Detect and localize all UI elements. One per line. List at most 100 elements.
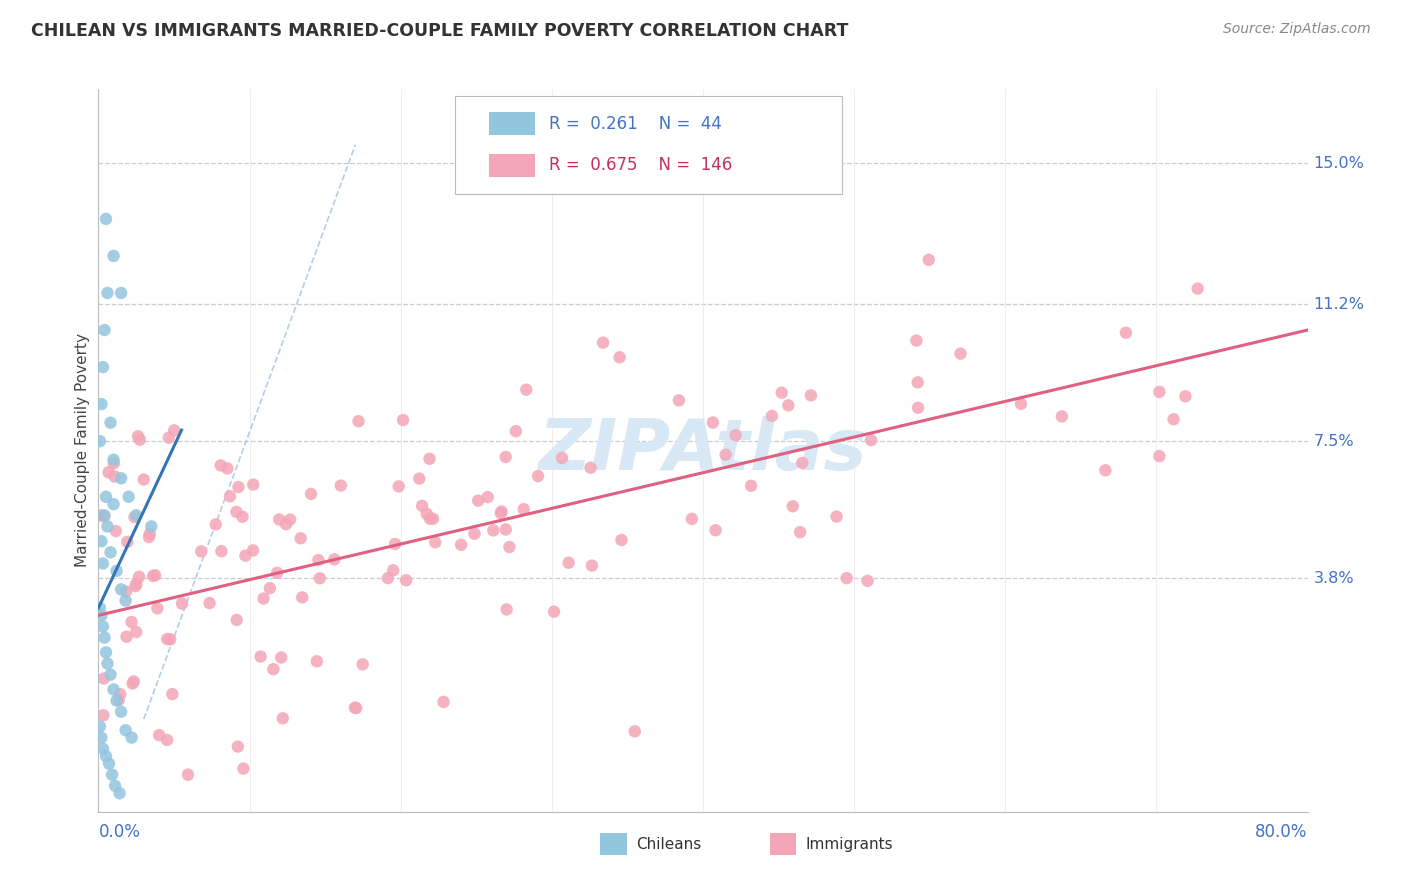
Point bbox=[905, 334, 928, 348]
Point bbox=[395, 574, 418, 588]
Text: Immigrants: Immigrants bbox=[806, 837, 893, 852]
Point bbox=[96, 285, 118, 300]
Point bbox=[159, 632, 181, 647]
Point bbox=[89, 434, 111, 449]
Point bbox=[949, 346, 972, 360]
Point bbox=[307, 553, 329, 567]
Point bbox=[89, 508, 111, 523]
Point bbox=[419, 512, 441, 526]
Text: 0.0%: 0.0% bbox=[98, 822, 141, 841]
Point bbox=[907, 376, 929, 390]
Point bbox=[323, 552, 346, 566]
Point bbox=[90, 534, 112, 549]
Point bbox=[190, 544, 212, 558]
Text: R =  0.261    N =  44: R = 0.261 N = 44 bbox=[550, 115, 723, 133]
Point bbox=[143, 568, 166, 582]
Point bbox=[740, 479, 762, 493]
Point bbox=[592, 335, 614, 350]
Point bbox=[274, 517, 297, 532]
Point bbox=[94, 749, 117, 764]
Point bbox=[228, 480, 250, 494]
Point bbox=[127, 429, 149, 443]
Point bbox=[105, 564, 128, 578]
Point bbox=[388, 479, 411, 493]
Point bbox=[103, 452, 125, 467]
Point bbox=[425, 535, 447, 549]
Point bbox=[551, 450, 574, 465]
Point bbox=[800, 388, 823, 402]
Point bbox=[242, 543, 264, 558]
Point bbox=[121, 731, 143, 745]
Point bbox=[110, 705, 132, 719]
Point bbox=[343, 700, 366, 714]
Point bbox=[93, 508, 115, 523]
Point bbox=[156, 733, 179, 747]
Point bbox=[918, 252, 941, 267]
Point bbox=[115, 630, 138, 644]
Point bbox=[714, 448, 737, 462]
Point bbox=[209, 458, 232, 473]
Point bbox=[156, 632, 179, 646]
Point bbox=[226, 739, 249, 754]
Point bbox=[579, 460, 602, 475]
Point bbox=[515, 383, 537, 397]
Point bbox=[422, 512, 444, 526]
Point bbox=[761, 409, 783, 423]
Point bbox=[91, 619, 114, 633]
Point bbox=[128, 570, 150, 584]
Point bbox=[825, 509, 848, 524]
Point bbox=[232, 762, 254, 776]
Point bbox=[163, 424, 186, 438]
Point bbox=[110, 582, 132, 597]
Point bbox=[94, 211, 117, 226]
Point bbox=[344, 701, 367, 715]
Point bbox=[305, 654, 328, 668]
Point bbox=[114, 593, 136, 607]
Point bbox=[495, 450, 517, 464]
Point bbox=[94, 490, 117, 504]
Point bbox=[121, 615, 143, 629]
Point bbox=[204, 517, 226, 532]
Point bbox=[108, 786, 131, 800]
Bar bbox=[489, 153, 534, 177]
Point bbox=[491, 504, 513, 518]
Point bbox=[347, 414, 370, 428]
Point bbox=[142, 569, 165, 583]
Point bbox=[1094, 463, 1116, 477]
Point bbox=[128, 433, 150, 447]
Point bbox=[122, 674, 145, 689]
Point bbox=[219, 489, 242, 503]
Point bbox=[91, 557, 114, 571]
Point bbox=[1050, 409, 1073, 424]
Point bbox=[778, 398, 800, 412]
Point bbox=[100, 416, 122, 430]
Point bbox=[231, 509, 253, 524]
Point bbox=[392, 413, 415, 427]
Point bbox=[110, 285, 132, 300]
Point bbox=[90, 608, 112, 623]
Y-axis label: Married-Couple Family Poverty: Married-Couple Family Poverty bbox=[75, 334, 90, 567]
Point bbox=[668, 393, 690, 408]
Point bbox=[1149, 384, 1171, 399]
Point bbox=[252, 591, 274, 606]
Point bbox=[103, 682, 125, 697]
Point bbox=[107, 693, 129, 707]
Text: Source: ZipAtlas.com: Source: ZipAtlas.com bbox=[1223, 22, 1371, 37]
Point bbox=[121, 676, 143, 690]
Point bbox=[856, 574, 879, 588]
Point bbox=[609, 351, 631, 365]
Point bbox=[352, 657, 374, 672]
Text: 11.2%: 11.2% bbox=[1313, 297, 1365, 311]
Point bbox=[269, 512, 291, 526]
Point bbox=[217, 461, 239, 475]
Point bbox=[115, 535, 138, 549]
Point bbox=[498, 540, 520, 554]
Point bbox=[489, 506, 512, 520]
Point bbox=[162, 687, 184, 701]
Text: R =  0.675    N =  146: R = 0.675 N = 146 bbox=[550, 156, 733, 174]
Point bbox=[103, 456, 125, 470]
Point bbox=[157, 431, 180, 445]
Point bbox=[382, 563, 405, 577]
Point bbox=[97, 465, 120, 479]
Text: 15.0%: 15.0% bbox=[1313, 156, 1364, 170]
